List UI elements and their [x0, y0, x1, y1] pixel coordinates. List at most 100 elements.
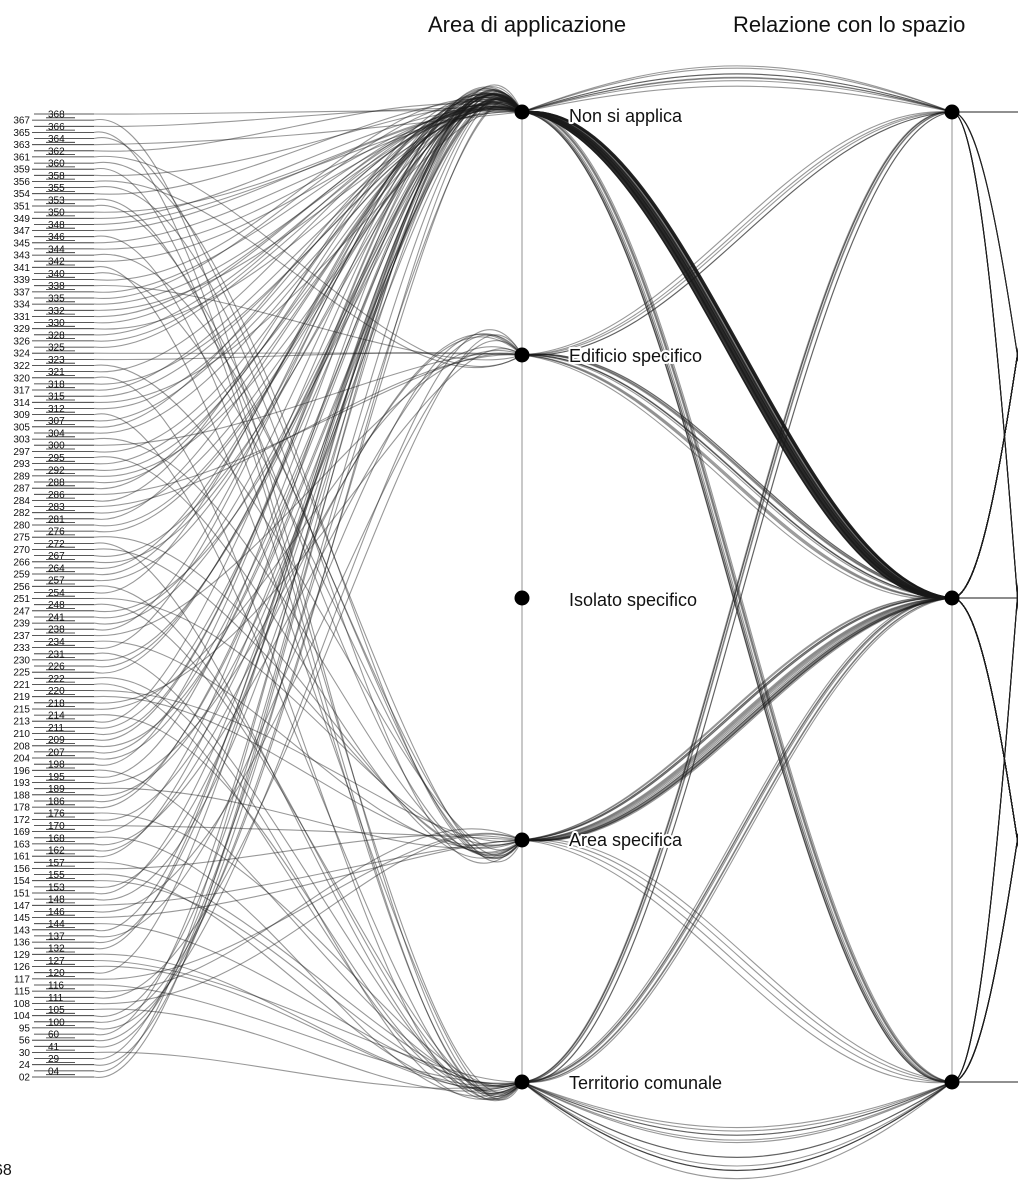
node-dots: [514, 104, 960, 1090]
flow-line: [521, 1081, 953, 1167]
flow-line: [521, 111, 953, 599]
flow-line: [521, 111, 953, 1083]
flow-line: [521, 1081, 953, 1158]
flow-line: [93, 604, 523, 1095]
flow-line: [951, 347, 1018, 599]
flow-line: [521, 111, 953, 1083]
flow-line: [521, 111, 953, 599]
flow-line: [93, 640, 523, 849]
flow-line: [951, 347, 1018, 599]
flow-line: [93, 137, 523, 863]
id-label: 222: [48, 674, 65, 685]
flow-line: [951, 347, 1018, 599]
id-label: 264: [48, 563, 65, 574]
flow-line: [93, 923, 523, 1085]
flow-line: [93, 828, 523, 993]
flow-line: [521, 353, 953, 599]
flow-line: [951, 347, 1018, 599]
id-label: 367: [13, 116, 30, 127]
flow-line: [521, 111, 953, 1083]
flow-line: [521, 111, 953, 599]
flow-line: [951, 597, 1018, 848]
flow-line: [521, 111, 953, 599]
flow-line: [93, 1051, 523, 1089]
flow-line: [521, 111, 953, 599]
flow-line: [951, 111, 1018, 363]
id-label: 328: [48, 330, 65, 341]
flow-line: [521, 111, 953, 599]
flow-line: [93, 836, 523, 1097]
flow-line: [521, 838, 953, 1083]
flow-line: [521, 1081, 953, 1171]
flow-line: [951, 597, 1018, 848]
id-label: 272: [48, 539, 65, 550]
flow-line: [951, 597, 1018, 848]
flow-line: [93, 89, 523, 901]
flow-line: [93, 86, 523, 760]
flow-line: [521, 597, 953, 841]
flow-line: [93, 156, 523, 368]
id-label: 259: [13, 570, 30, 581]
flow-line: [521, 597, 953, 1083]
flow-line: [521, 111, 953, 599]
flow-line: [521, 1081, 953, 1158]
id-label: 155: [48, 870, 65, 881]
id-label: 163: [13, 839, 30, 850]
flow-line: [93, 93, 523, 619]
id-label: 226: [48, 662, 65, 673]
flow-line: [93, 272, 523, 859]
id-label: 213: [13, 717, 30, 728]
flow-line: [951, 347, 1018, 599]
flow-line: [951, 347, 1018, 599]
flow-line: [521, 111, 953, 1083]
id-label: 126: [13, 962, 30, 973]
flow-line: [951, 597, 1018, 848]
id-label: 188: [13, 790, 30, 801]
flow-line: [521, 111, 953, 1083]
id-label: 60: [48, 1030, 60, 1041]
flow-line: [951, 347, 1018, 599]
flow-line: [521, 111, 953, 1083]
flow-line: [951, 582, 1018, 1083]
id-label: 350: [48, 208, 65, 219]
flow-line: [521, 111, 953, 599]
id-label: 338: [48, 281, 65, 292]
page-number: 68: [0, 1162, 12, 1179]
id-label: 363: [13, 140, 30, 151]
flow-line: [93, 94, 523, 741]
flow-line: [951, 347, 1018, 599]
flow-line: [521, 354, 953, 599]
flow-line: [521, 597, 953, 1083]
flow-line: [93, 111, 523, 244]
flow-line: [93, 101, 523, 581]
flow-line: [951, 832, 1018, 1083]
node-label-isolato-specifico: Isolato specifico: [569, 590, 697, 610]
flow-line: [951, 832, 1018, 1083]
flow-line: [521, 111, 953, 599]
flow-line: [521, 111, 953, 599]
flow-line: [521, 111, 953, 599]
id-label: 314: [13, 398, 30, 409]
flow-line: [93, 99, 523, 661]
id-label: 288: [48, 478, 65, 489]
id-label: 117: [14, 974, 30, 985]
flow-line: [93, 536, 523, 853]
flow-line: [951, 597, 1018, 848]
flow-line: [521, 353, 953, 599]
flow-line: [951, 111, 1018, 612]
flow-line: [521, 597, 953, 841]
flow-line: [93, 96, 523, 453]
flow-line: [521, 111, 953, 356]
flow-line: [521, 111, 953, 599]
flow-line: [951, 597, 1018, 848]
flow-line: [521, 353, 953, 599]
flow-line: [951, 597, 1018, 848]
flow-line: [93, 350, 523, 636]
flow-line: [951, 597, 1018, 848]
id-label: 132: [48, 944, 65, 955]
flow-line: [93, 107, 523, 391]
flow-line: [951, 597, 1018, 848]
flow-line: [521, 111, 953, 599]
flow-line: [521, 354, 953, 599]
node-dot: [514, 1074, 530, 1090]
